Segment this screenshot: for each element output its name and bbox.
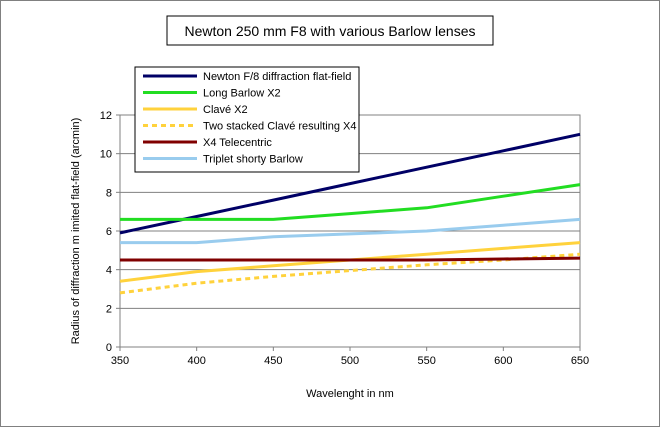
- x-tick-label: 450: [264, 355, 282, 367]
- x-tick-label: 650: [571, 355, 589, 367]
- series-layer: [119, 132, 581, 295]
- y-tick-labels: 0 2 4 6 8 10 12: [100, 110, 112, 354]
- legend-label: Long Barlow X2: [203, 88, 281, 100]
- title-box: [166, 15, 494, 46]
- x-tick-label: 500: [341, 355, 359, 367]
- y-tick-label: 12: [100, 110, 112, 122]
- series-line-5: [120, 256, 581, 262]
- legend-label: Triplet shorty Barlow: [203, 154, 303, 166]
- y-tick-label: 6: [106, 226, 112, 238]
- x-tick-label: 350: [111, 355, 129, 367]
- legend-label: X4 Telecentric: [203, 137, 272, 149]
- legend-label: Newton F/8 diffraction flat-field: [203, 71, 351, 83]
- chart-title: Newton 250 mm F8 with various Barlow len…: [184, 23, 475, 39]
- legend: Newton F/8 diffraction flat-field Long Ba…: [143, 71, 356, 166]
- series-line-6: [120, 217, 581, 245]
- y-tick-label: 4: [106, 265, 112, 277]
- y-tick-label: 8: [106, 187, 112, 199]
- y-tick-label: 10: [100, 149, 112, 161]
- series-line-2: [120, 183, 581, 221]
- series-line-1: [119, 132, 581, 235]
- x-tick-label: 400: [187, 355, 205, 367]
- legend-label: Two stacked Clavé resulting X4: [203, 121, 356, 133]
- y-axis-label: Radius of diffraction m imited flat-fiel…: [70, 118, 82, 345]
- x-tick-labels: 350 400 450 500 550 600 650: [111, 355, 589, 367]
- x-axis-label: Wavelenght in nm: [306, 388, 394, 400]
- legend-box: [134, 66, 360, 173]
- y-tick-label: 2: [106, 303, 112, 315]
- x-tick-label: 550: [417, 355, 435, 367]
- x-tick-label: 600: [494, 355, 512, 367]
- legend-label: Clavé X2: [203, 104, 248, 116]
- y-tick-label: 0: [106, 342, 112, 354]
